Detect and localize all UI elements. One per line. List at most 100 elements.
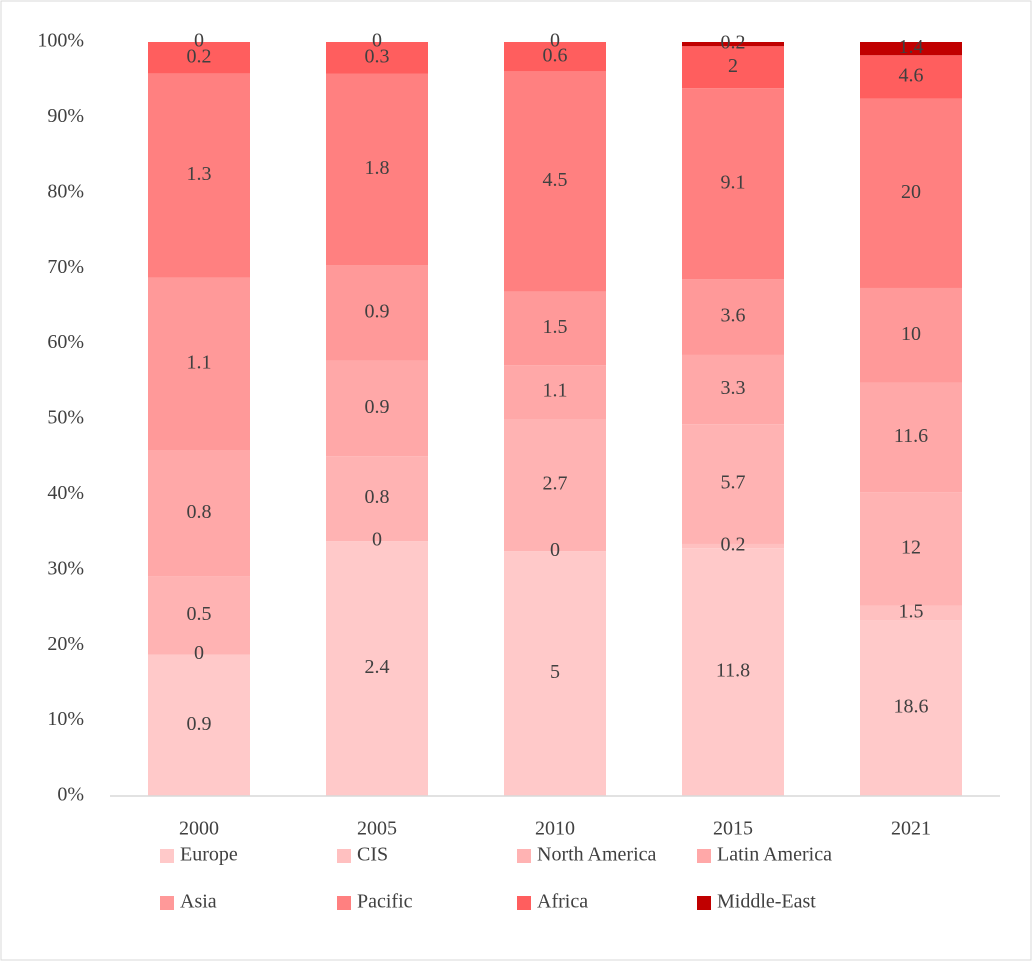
bar-segment — [504, 71, 606, 292]
data-label: 0 — [372, 30, 382, 52]
bar-segment — [860, 620, 962, 796]
bar-segment — [148, 73, 250, 278]
bar-segment — [682, 424, 784, 544]
bar-segment — [860, 382, 962, 493]
y-tick-label: 70% — [47, 256, 84, 278]
y-tick-label: 10% — [47, 708, 84, 730]
y-tick-label: 30% — [47, 557, 84, 579]
data-label: 1.1 — [187, 352, 212, 374]
bar-segment — [326, 541, 428, 796]
bar-segment — [148, 42, 250, 74]
bar-segment — [326, 456, 428, 542]
data-label: 1.4 — [899, 36, 924, 58]
bar-segment — [504, 291, 606, 366]
x-tick-label: 2010 — [535, 818, 575, 840]
legend-label: Africa — [537, 891, 588, 913]
bar-segment — [682, 88, 784, 280]
data-label: 0.9 — [365, 396, 390, 418]
bar-segment — [860, 98, 962, 288]
data-label: 0.8 — [187, 501, 212, 523]
y-tick-label: 20% — [47, 633, 84, 655]
x-tick-label: 2005 — [357, 818, 397, 840]
legend-swatch — [160, 896, 174, 910]
bar-segment — [504, 419, 606, 552]
legend-swatch — [337, 896, 351, 910]
legend-label: North America — [537, 844, 657, 866]
data-label: 12 — [901, 537, 921, 559]
data-label: 0.9 — [187, 713, 212, 735]
data-label: 0.5 — [187, 603, 212, 625]
y-tick-label: 80% — [47, 180, 84, 202]
data-label: 1.5 — [899, 601, 924, 623]
data-label: 3.3 — [721, 377, 746, 399]
bar-segment — [326, 265, 428, 361]
bar-segment — [504, 365, 606, 419]
bar-segment — [682, 42, 784, 47]
legend-swatch — [337, 849, 351, 863]
data-label: 2.4 — [365, 656, 390, 678]
data-label: 3.6 — [721, 305, 746, 327]
data-label: 2.7 — [543, 473, 568, 495]
legend-swatch — [697, 896, 711, 910]
data-label: 0.2 — [721, 32, 746, 54]
y-tick-label: 40% — [47, 482, 84, 504]
bar-segment — [682, 46, 784, 89]
legend-label: Middle-East — [717, 891, 816, 913]
y-tick-label: 90% — [47, 105, 84, 127]
data-label: 0 — [550, 539, 560, 561]
legend-swatch — [697, 849, 711, 863]
y-tick-label: 0% — [57, 784, 84, 806]
legend-swatch — [517, 896, 531, 910]
bar-segment — [682, 354, 784, 425]
bar-segment — [148, 576, 250, 655]
bar-segment — [860, 492, 962, 606]
legend-label: Pacific — [357, 891, 413, 913]
data-label: 0 — [372, 529, 382, 551]
bar-segment — [326, 73, 428, 266]
x-tick-label: 2021 — [891, 818, 931, 840]
data-label: 4.5 — [543, 169, 568, 191]
bar-segment — [860, 605, 962, 621]
bar-segment — [148, 654, 250, 796]
data-label: 0.2 — [721, 534, 746, 556]
data-label: 0.9 — [365, 300, 390, 322]
x-tick-label: 2000 — [179, 818, 219, 840]
data-label: 0.3 — [365, 46, 390, 68]
bar-segment — [682, 279, 784, 355]
data-label: 2 — [728, 55, 738, 77]
bar-segment — [682, 543, 784, 549]
bar-segment — [682, 548, 784, 796]
data-label: 10 — [901, 323, 921, 345]
bar-segment — [860, 42, 962, 56]
data-label: 0.8 — [365, 486, 390, 508]
bar-segment — [326, 360, 428, 457]
bar-segment — [148, 450, 250, 577]
data-label: 0.2 — [187, 45, 212, 67]
data-label: 9.1 — [721, 171, 746, 193]
y-tick-label: 100% — [37, 30, 84, 52]
legend-swatch — [517, 849, 531, 863]
y-tick-label: 50% — [47, 407, 84, 429]
y-tick-label: 60% — [47, 331, 84, 353]
data-label: 5.7 — [721, 472, 746, 494]
data-label: 11.6 — [894, 425, 928, 447]
legend-label: Asia — [180, 891, 217, 913]
data-label: 11.8 — [716, 660, 750, 682]
data-label: 1.8 — [365, 157, 390, 179]
data-label: 18.6 — [894, 696, 929, 718]
bar-segment — [504, 551, 606, 796]
bar-segment — [326, 42, 428, 74]
bar-segment — [860, 55, 962, 99]
data-label: 0 — [550, 30, 560, 52]
data-label: 5 — [550, 661, 560, 683]
data-label: 1.3 — [187, 163, 212, 185]
data-label: 1.5 — [543, 316, 568, 338]
data-label: 0 — [194, 30, 204, 52]
data-label: 0.6 — [543, 44, 568, 66]
bar-segment — [504, 42, 606, 72]
bar-segment — [148, 277, 250, 451]
data-label: 1.1 — [543, 380, 568, 402]
data-label: 20 — [901, 181, 921, 203]
